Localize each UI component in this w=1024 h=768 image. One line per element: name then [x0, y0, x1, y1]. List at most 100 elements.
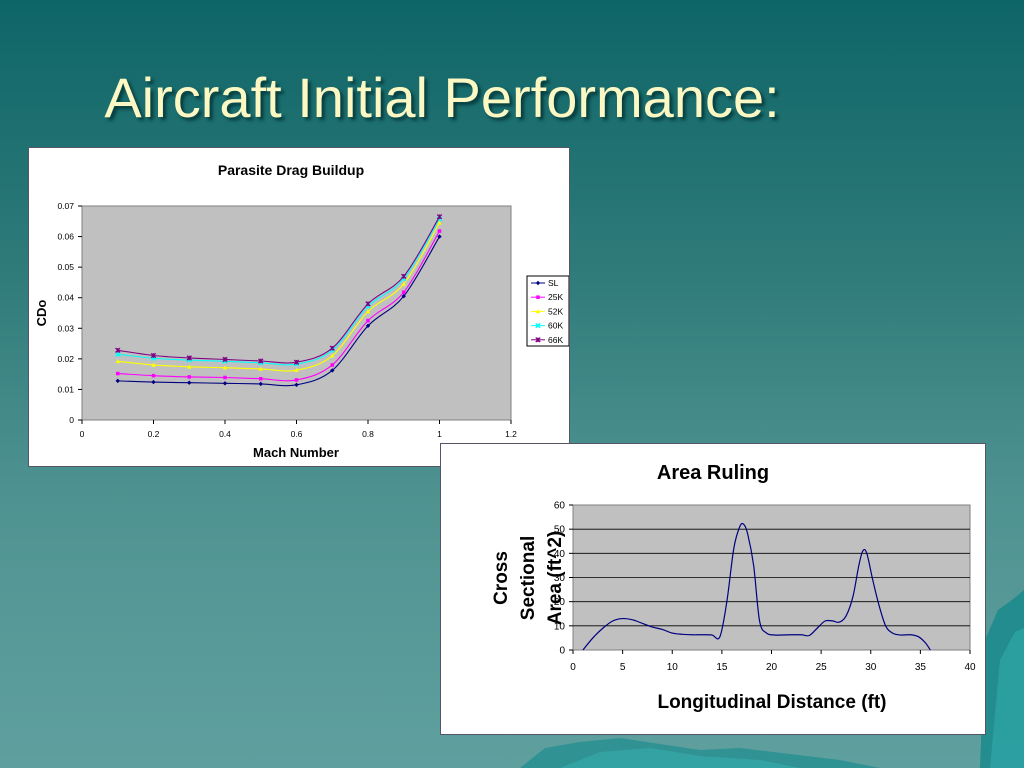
- data-point: [258, 376, 263, 381]
- y-tick-label: 40: [554, 549, 566, 560]
- data-point: [223, 375, 227, 380]
- x-axis-label: Longitudinal Distance (ft): [657, 692, 886, 713]
- chart-title: Area Ruling: [657, 462, 769, 484]
- x-tick-label: 5: [620, 662, 626, 673]
- data-point: [151, 373, 156, 378]
- x-tick-label: 15: [716, 662, 728, 673]
- data-point: [293, 359, 300, 365]
- y-tick-label: 0: [559, 646, 565, 657]
- x-tick-label: 0: [80, 429, 85, 439]
- legend-label: 25K: [548, 292, 563, 302]
- y-tick-label: 0.02: [57, 354, 74, 364]
- data-point: [329, 345, 335, 351]
- data-point: [222, 381, 228, 386]
- data-point: [294, 367, 299, 372]
- slide-title: Aircraft Initial Performance:: [104, 66, 780, 129]
- data-point: [365, 309, 371, 314]
- data-point: [401, 290, 406, 294]
- x-tick-label: 0.2: [148, 429, 160, 439]
- data-point: [115, 351, 121, 357]
- plot-area: [81, 205, 512, 421]
- data-point: [258, 358, 264, 364]
- data-point: [187, 375, 192, 379]
- x-tick-label: 1.2: [505, 429, 517, 439]
- area-ruling-chart-panel: Area Ruling 0 10 20 30 40 50 60 0 5 10 15 20 25 30 35…: [440, 443, 986, 735]
- legend: SL 25K 52K 60K 66K: [526, 275, 569, 347]
- data-point: [294, 382, 299, 388]
- area-ruling-chart: Area Ruling 0 10 20 30 40 50 60 0 5 10 15 20 25 30 35…: [491, 462, 976, 713]
- data-point: [151, 362, 156, 367]
- legend-label: SL: [548, 278, 559, 288]
- data-point: [115, 378, 120, 384]
- y-axis-label: CDo: [34, 300, 49, 327]
- parasite-drag-chart-panel: Parasite Drag Buildup 0 0.01 0.02 0.03 0.04 0…: [28, 147, 570, 467]
- chart-title: Parasite Drag Buildup: [218, 162, 364, 178]
- x-tick-label: 35: [915, 662, 927, 673]
- y-tick-label: 0.05: [57, 262, 74, 272]
- data-point: [258, 366, 263, 371]
- series-line: [117, 222, 440, 372]
- x-tick-label: 0.8: [362, 429, 374, 439]
- x-tick-label: 0.4: [219, 429, 231, 439]
- y-tick-label: 0: [69, 415, 74, 425]
- data-point: [437, 229, 442, 233]
- y-tick-label: 50: [554, 525, 566, 536]
- data-point: [187, 364, 192, 369]
- data-point: [330, 363, 335, 367]
- x-tick-label: 1: [437, 429, 442, 439]
- data-point: [115, 371, 120, 376]
- legend-label: 52K: [548, 306, 563, 316]
- data-point: [437, 234, 442, 239]
- data-point: [115, 359, 120, 364]
- y-tick-label: 0.07: [57, 201, 74, 211]
- data-point: [401, 281, 406, 286]
- series-line: [117, 236, 440, 387]
- data-point: [535, 337, 541, 343]
- parasite-drag-chart: Parasite Drag Buildup 0 0.01 0.02 0.03 0.04 0…: [34, 162, 569, 460]
- y-tick-label: 20: [554, 597, 566, 608]
- x-axis-label: Mach Number: [253, 445, 339, 460]
- data-point: [535, 280, 541, 286]
- x-tick-label: 20: [766, 662, 778, 673]
- x-tick-label: 0.6: [291, 429, 303, 439]
- data-point: [366, 318, 370, 323]
- data-point: [401, 293, 406, 299]
- data-point: [536, 295, 540, 299]
- x-tick-label: 40: [964, 662, 976, 673]
- y-axis-label-line-3: Area (ft^2): [545, 531, 566, 626]
- data-point: [535, 322, 541, 329]
- y-tick-label: 0.06: [57, 232, 74, 242]
- x-tick-label: 25: [816, 662, 828, 673]
- y-axis-label: Cross Sectional Area (ft^2): [491, 531, 566, 626]
- y-tick-label: 0.01: [57, 384, 74, 394]
- data-point: [151, 379, 156, 385]
- data-point: [258, 381, 263, 387]
- data-point: [436, 214, 443, 220]
- data-point: [150, 352, 157, 359]
- data-point: [365, 301, 371, 307]
- x-tick-label: 30: [865, 662, 877, 673]
- series-line: [117, 216, 440, 364]
- y-tick-label: 30: [554, 573, 566, 584]
- x-tick-label: 0: [570, 662, 576, 673]
- data-point: [330, 353, 335, 358]
- y-tick-label: 10: [554, 621, 566, 632]
- series-line: [117, 230, 440, 382]
- legend-label: 66K: [548, 335, 563, 345]
- y-axis-label-line-1: Cross: [491, 551, 512, 605]
- y-tick-label: 0.04: [57, 293, 74, 303]
- series-line: [582, 522, 931, 651]
- data-point: [401, 273, 407, 279]
- y-tick-label: 60: [554, 501, 566, 512]
- data-point: [186, 355, 192, 361]
- data-point: [330, 368, 335, 373]
- data-point: [222, 356, 228, 363]
- x-tick-label: 10: [667, 662, 679, 673]
- data-point: [535, 309, 541, 314]
- y-tick-label: 0.03: [57, 323, 74, 333]
- y-axis-label-line-2: Sectional: [518, 536, 539, 620]
- data-point: [115, 347, 121, 353]
- data-point: [187, 380, 192, 385]
- data-point: [437, 220, 442, 225]
